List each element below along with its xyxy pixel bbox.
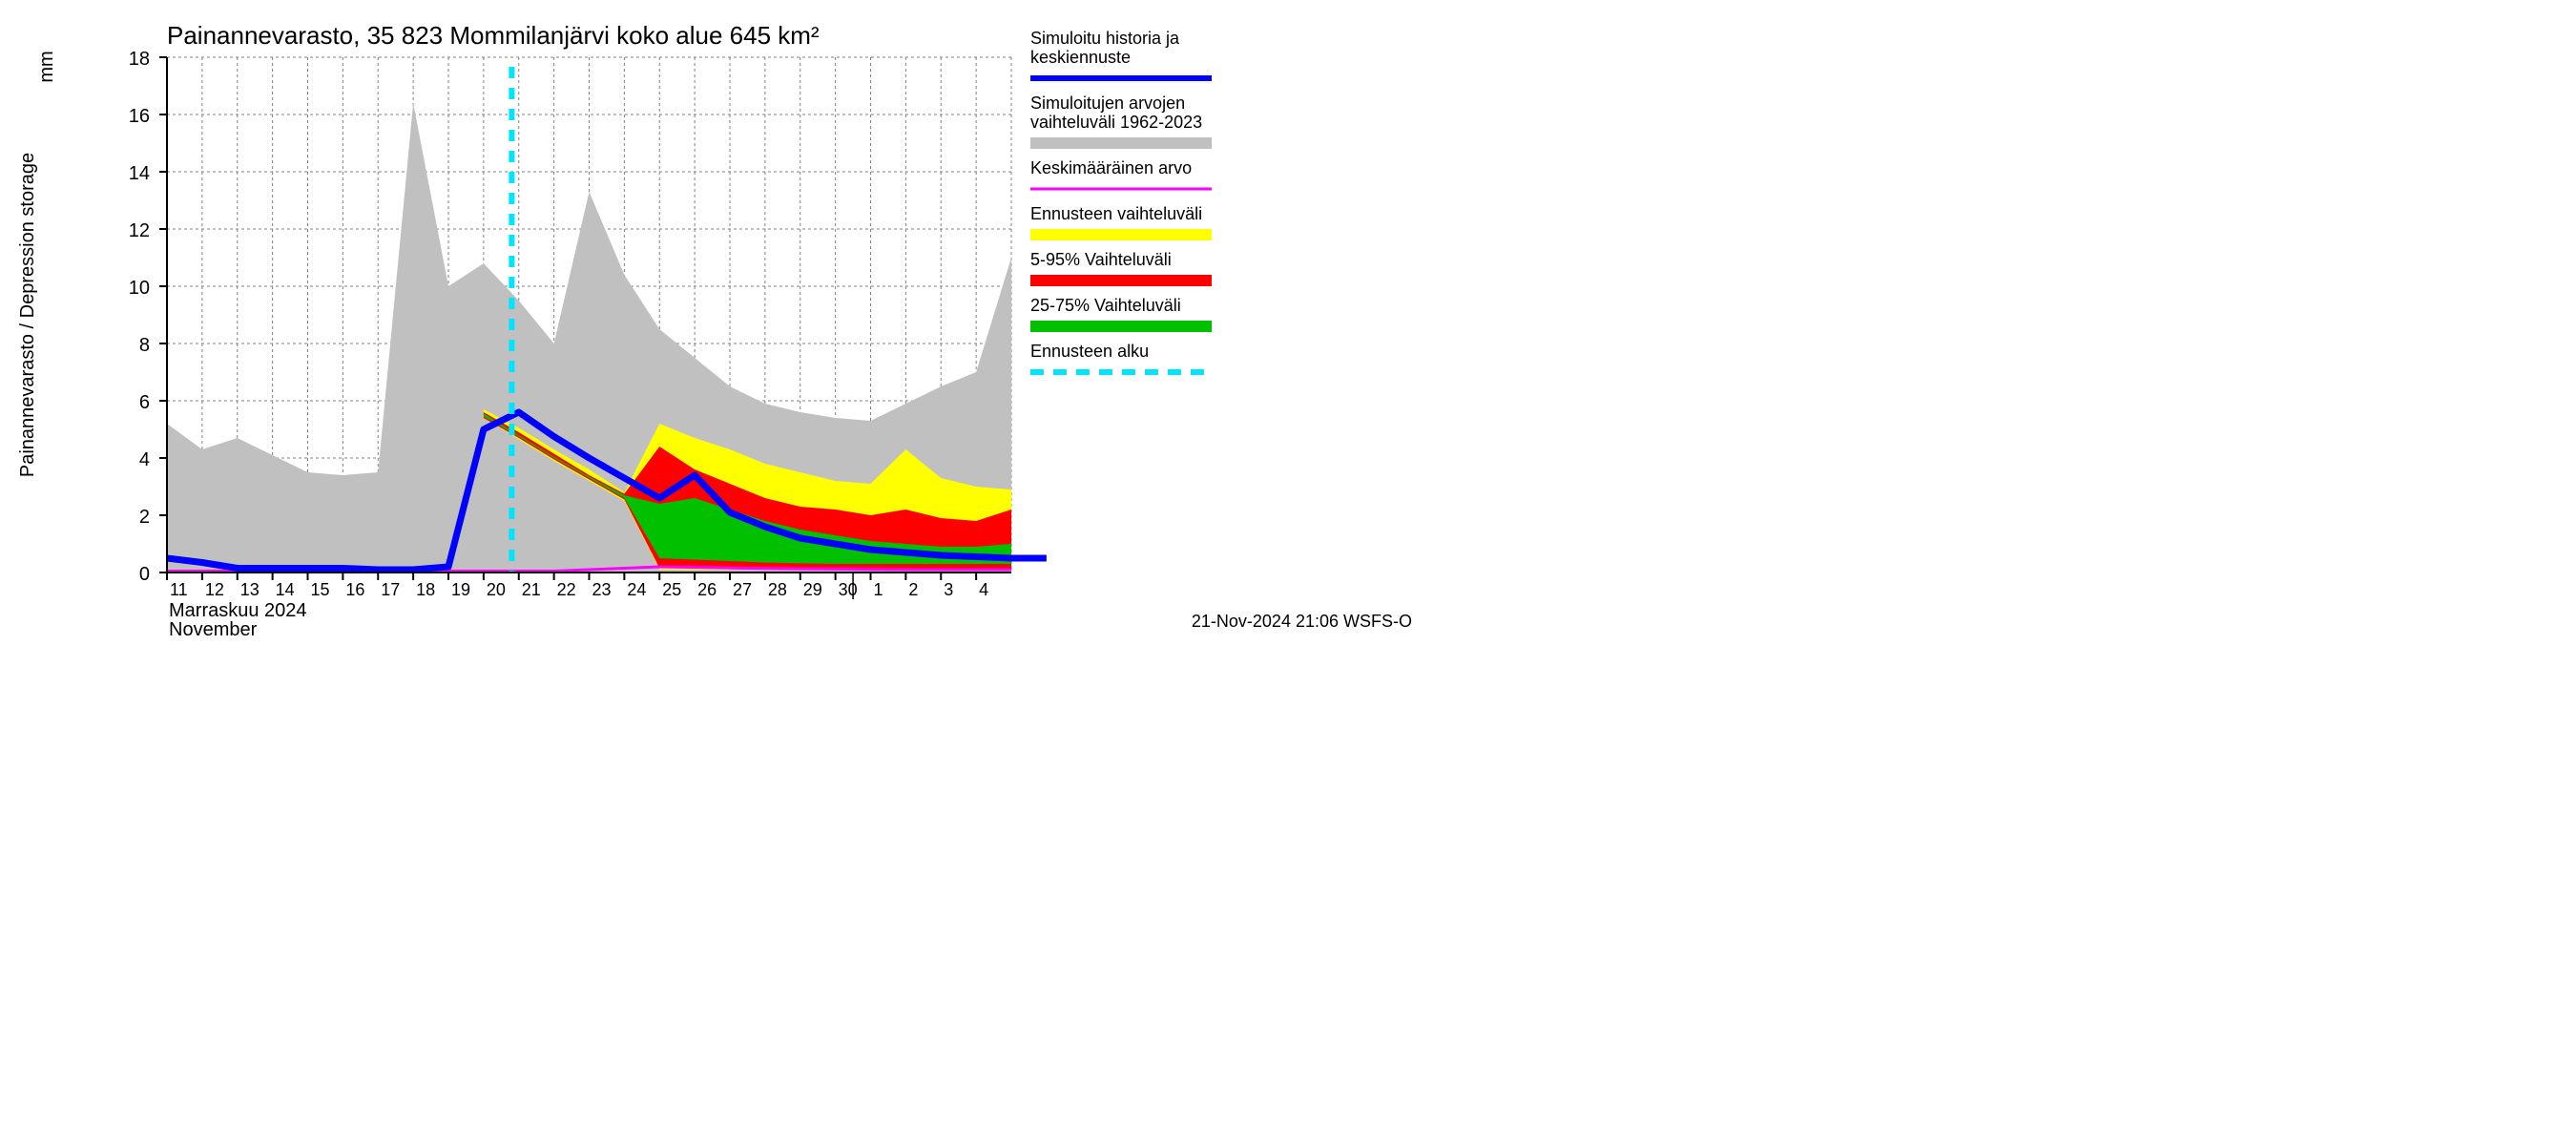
x-tick-label: 4 <box>979 580 988 599</box>
x-tick-label: 24 <box>627 580 646 599</box>
x-tick-label: 27 <box>733 580 752 599</box>
x-tick-label: 13 <box>240 580 260 599</box>
x-month-en: November <box>169 619 258 636</box>
chart-title: Painannevarasto, 35 823 Mommilanjärvi ko… <box>167 21 820 50</box>
x-tick-label: 30 <box>839 580 858 599</box>
y-tick-label: 2 <box>139 507 150 528</box>
x-tick-label: 2 <box>908 580 918 599</box>
x-tick-label: 12 <box>205 580 224 599</box>
legend-label: vaihteluväli 1962-2023 <box>1030 113 1202 132</box>
x-tick-label: 28 <box>768 580 787 599</box>
legend-label: 5-95% Vaihteluväli <box>1030 250 1172 269</box>
x-tick-label: 15 <box>311 580 330 599</box>
x-tick-label: 20 <box>487 580 506 599</box>
x-month-fi: Marraskuu 2024 <box>169 600 307 621</box>
chart-container: 0246810121416181112131415161718192021222… <box>0 0 1431 636</box>
y-tick-label: 12 <box>129 220 150 241</box>
y-tick-label: 6 <box>139 392 150 413</box>
legend-label: Keskimääräinen arvo <box>1030 158 1192 177</box>
x-tick-label: 14 <box>276 580 295 599</box>
legend-swatch <box>1030 321 1212 332</box>
y-tick-label: 4 <box>139 449 150 470</box>
depression-storage-chart: 0246810121416181112131415161718192021222… <box>0 0 1431 636</box>
x-tick-label: 21 <box>522 580 541 599</box>
legend-label: 25-75% Vaihteluväli <box>1030 296 1181 315</box>
footer-timestamp: 21-Nov-2024 21:06 WSFS-O <box>1192 612 1412 631</box>
legend-swatch <box>1030 229 1212 240</box>
x-tick-label: 17 <box>381 580 400 599</box>
y-tick-label: 18 <box>129 49 150 70</box>
legend-swatch <box>1030 275 1212 286</box>
x-tick-label: 18 <box>416 580 435 599</box>
x-tick-label: 11 <box>170 580 188 599</box>
x-tick-label: 23 <box>592 580 612 599</box>
x-tick-label: 26 <box>697 580 717 599</box>
legend-swatch <box>1030 137 1212 149</box>
y-tick-label: 8 <box>139 335 150 356</box>
legend-label: Simuloitu historia ja <box>1030 29 1180 48</box>
y-tick-label: 10 <box>129 278 150 299</box>
x-tick-label: 3 <box>944 580 953 599</box>
y-tick-label: 14 <box>129 163 150 184</box>
y-tick-label: 0 <box>139 564 150 585</box>
y-axis-unit: mm <box>36 51 57 82</box>
y-axis-label: Painannevarasto / Depression storage <box>17 153 38 477</box>
y-tick-label: 16 <box>129 106 150 127</box>
legend-label: Ennusteen vaihteluväli <box>1030 204 1202 223</box>
x-tick-label: 1 <box>874 580 883 599</box>
x-tick-label: 25 <box>662 580 681 599</box>
x-tick-label: 22 <box>557 580 576 599</box>
legend-label: Simuloitujen arvojen <box>1030 94 1185 113</box>
x-tick-label: 16 <box>345 580 364 599</box>
legend-label: keskiennuste <box>1030 48 1131 67</box>
x-tick-label: 29 <box>803 580 822 599</box>
legend-label: Ennusteen alku <box>1030 342 1149 361</box>
x-tick-label: 19 <box>451 580 470 599</box>
